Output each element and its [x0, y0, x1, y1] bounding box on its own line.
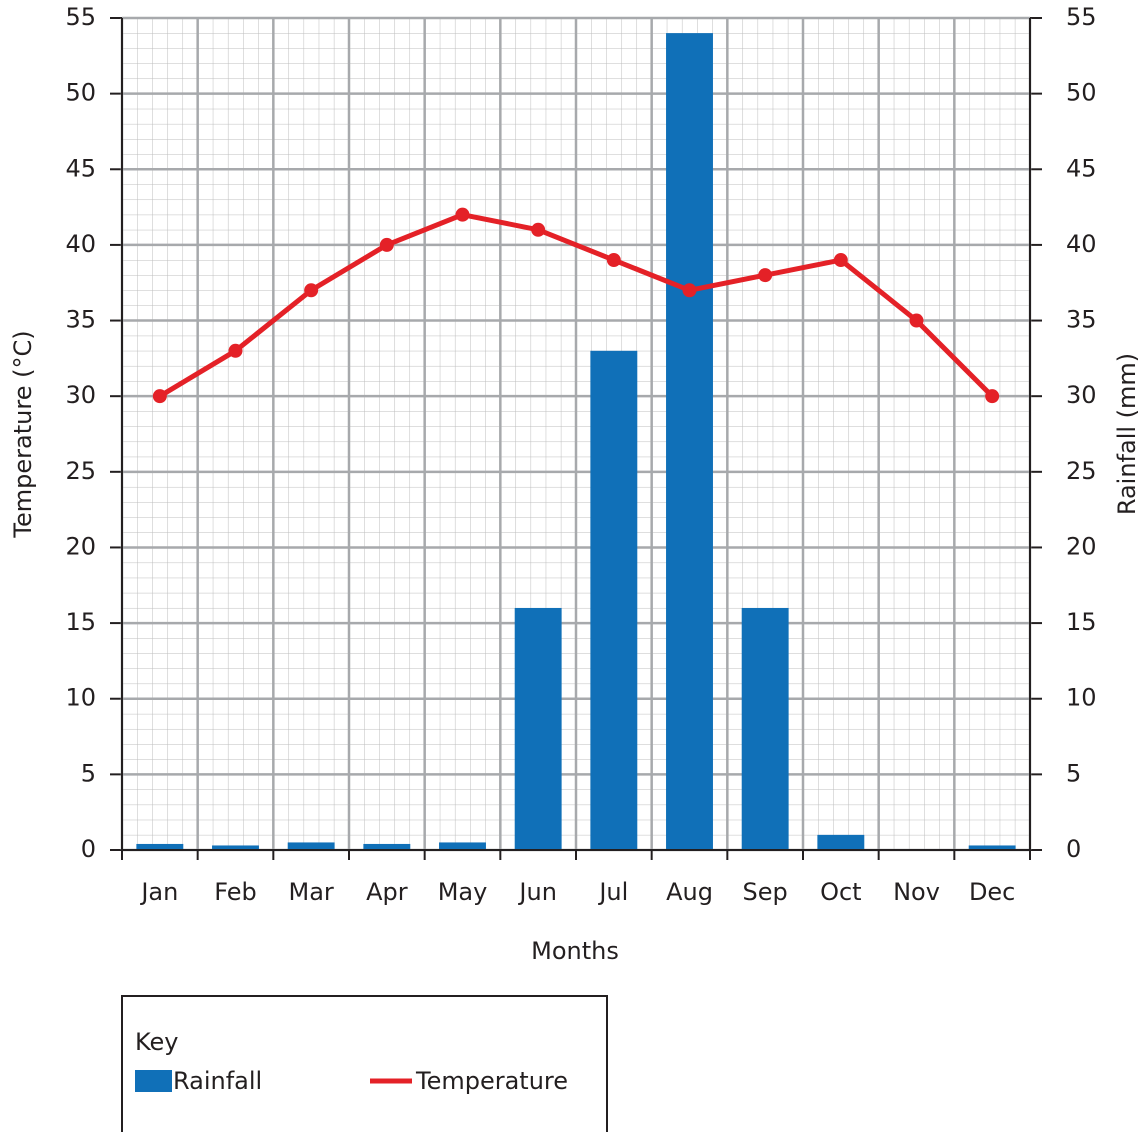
y2-axis-label: Rainfall (mm)	[1113, 353, 1141, 515]
legend-label: Temperature	[415, 1067, 568, 1095]
x-tick-label: Jun	[517, 878, 557, 906]
y2-tick-label: 15	[1066, 608, 1097, 636]
y2-tick-label: 10	[1066, 684, 1097, 712]
y2-tick-label: 55	[1066, 3, 1097, 31]
line-point	[455, 207, 470, 222]
bar	[212, 845, 259, 850]
y-tick-label: 15	[65, 608, 96, 636]
plot-layer: 0 5 10 15 20 25 30 35 40 45 50 55 0 5 10 15 20 25 30 35 40 45…	[65, 3, 1096, 906]
y2-tick-label: 45	[1066, 154, 1097, 182]
x-tick-label: Mar	[289, 878, 334, 906]
y-axis-label: Temperature (°C)	[9, 330, 37, 538]
bar	[136, 843, 184, 850]
bar	[439, 842, 486, 850]
bar	[514, 607, 562, 850]
bar	[741, 607, 789, 850]
y2-tick-label: 20	[1066, 532, 1097, 560]
x-tick-label: Apr	[366, 878, 408, 906]
line-point	[531, 222, 546, 237]
line-point	[985, 389, 1000, 404]
y2-tick-label: 30	[1066, 381, 1097, 409]
x-tick-label: May	[438, 878, 488, 906]
y2-tick-label: 50	[1066, 79, 1097, 107]
x-axis-label: Months	[531, 937, 619, 965]
line-point	[152, 389, 167, 404]
x-tick-label: Aug	[666, 878, 713, 906]
y-tick-label: 0	[81, 835, 96, 863]
y-tick-label: 10	[65, 684, 96, 712]
bar	[287, 842, 335, 850]
bar	[363, 843, 411, 850]
line-point	[909, 313, 924, 328]
bar	[968, 845, 1016, 850]
line-point	[228, 343, 243, 358]
bar	[666, 33, 713, 851]
y-tick-label: 35	[65, 306, 96, 334]
y-tick-label: 20	[65, 532, 96, 560]
y2-tick-label: 25	[1066, 457, 1097, 485]
y2-tick-label: 5	[1066, 759, 1081, 787]
y2-tick-label: 0	[1066, 835, 1081, 863]
x-tick-label: Jan	[139, 878, 178, 906]
x-tick-label: Nov	[893, 878, 940, 906]
line	[158, 212, 994, 399]
y2-tick-label: 35	[1066, 306, 1097, 334]
bar	[590, 350, 638, 850]
y2-tick-label: 40	[1066, 230, 1097, 258]
x-tick-label: Sep	[743, 878, 788, 906]
y-tick-label: 45	[65, 154, 96, 182]
bar	[817, 834, 865, 850]
y-tick-label: 40	[65, 230, 96, 258]
y-tick-label: 30	[65, 381, 96, 409]
x-tick-label: Oct	[820, 878, 862, 906]
x-tick-label: Feb	[214, 878, 257, 906]
line-point	[606, 253, 621, 268]
legend-swatch	[135, 1070, 172, 1092]
y-tick-label: 55	[65, 3, 96, 31]
line-point	[379, 237, 394, 252]
y-tick-label: 50	[65, 79, 96, 107]
legend-title: Key	[135, 1028, 179, 1056]
x-tick-label: Jul	[597, 878, 628, 906]
legend-box	[121, 995, 608, 1132]
line-point	[304, 283, 319, 298]
line-point	[758, 268, 773, 283]
line-point	[682, 283, 697, 298]
y-tick-label: 25	[65, 457, 96, 485]
y-tick-label: 5	[81, 759, 96, 787]
line-point	[833, 253, 848, 268]
x-tick-label: Dec	[969, 878, 1015, 906]
legend-label: Rainfall	[173, 1067, 262, 1095]
